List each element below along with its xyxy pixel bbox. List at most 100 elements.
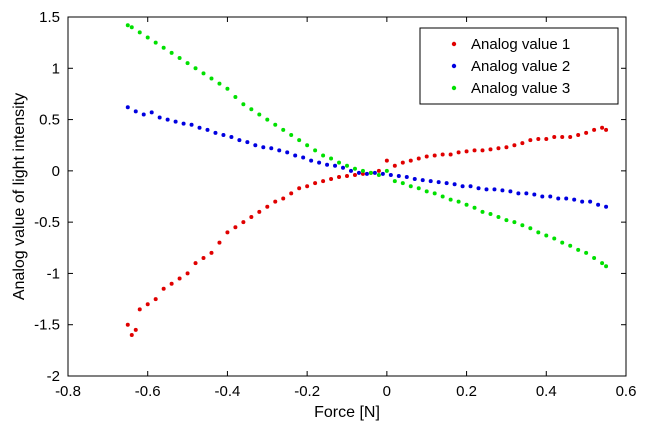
data-point bbox=[257, 112, 262, 117]
data-point bbox=[400, 181, 405, 186]
data-point bbox=[376, 172, 381, 177]
data-point bbox=[209, 250, 214, 255]
data-point bbox=[576, 247, 581, 252]
data-point bbox=[596, 202, 601, 207]
data-point bbox=[360, 171, 365, 176]
data-point bbox=[544, 233, 549, 238]
data-point bbox=[512, 143, 517, 148]
data-point bbox=[273, 122, 278, 127]
x-tick-label: -0.8 bbox=[55, 383, 81, 400]
data-point bbox=[520, 141, 525, 146]
data-point bbox=[592, 256, 597, 261]
data-point bbox=[305, 184, 310, 189]
data-point bbox=[412, 177, 417, 182]
y-tick-label: -2 bbox=[47, 368, 60, 385]
legend-marker bbox=[451, 85, 457, 91]
series-3 bbox=[125, 23, 609, 269]
data-point bbox=[265, 204, 270, 209]
data-point bbox=[337, 175, 342, 180]
data-point bbox=[193, 66, 198, 71]
x-tick-label: 0 bbox=[383, 383, 391, 400]
data-point bbox=[364, 171, 369, 176]
data-point bbox=[508, 189, 513, 194]
data-point bbox=[592, 127, 597, 132]
data-point bbox=[149, 110, 154, 115]
data-point bbox=[520, 223, 525, 228]
data-point bbox=[297, 186, 302, 191]
data-point bbox=[560, 135, 565, 140]
data-point bbox=[452, 182, 457, 187]
data-point bbox=[392, 179, 397, 184]
data-point bbox=[372, 170, 377, 175]
data-point bbox=[556, 196, 561, 201]
data-point bbox=[157, 115, 162, 120]
data-point bbox=[301, 155, 306, 160]
data-point bbox=[464, 149, 469, 154]
data-point bbox=[392, 163, 397, 168]
data-point bbox=[544, 137, 549, 142]
data-point bbox=[600, 261, 605, 266]
y-tick-label: -0.5 bbox=[34, 214, 60, 231]
data-point bbox=[376, 168, 381, 173]
data-point bbox=[436, 180, 441, 185]
data-point bbox=[480, 209, 485, 214]
legend-label: Analog value 1 bbox=[471, 36, 570, 53]
data-point bbox=[293, 153, 298, 158]
data-point bbox=[440, 194, 445, 199]
data-point bbox=[440, 152, 445, 157]
data-point bbox=[552, 236, 557, 241]
data-point bbox=[329, 156, 334, 161]
data-point bbox=[333, 163, 338, 168]
data-point bbox=[173, 119, 178, 124]
data-point bbox=[273, 199, 278, 204]
data-point bbox=[321, 153, 326, 158]
data-point bbox=[492, 187, 497, 192]
data-point bbox=[488, 211, 493, 216]
series-1 bbox=[125, 125, 609, 337]
data-point bbox=[444, 181, 449, 186]
data-point bbox=[217, 81, 222, 86]
y-axis-title: Analog value of light intensity bbox=[11, 93, 28, 300]
data-point bbox=[604, 204, 609, 209]
data-point bbox=[277, 148, 282, 153]
data-point bbox=[137, 307, 142, 312]
data-point bbox=[321, 179, 326, 184]
data-point bbox=[456, 199, 461, 204]
data-point bbox=[484, 187, 489, 192]
data-point bbox=[169, 281, 174, 286]
data-point bbox=[576, 132, 581, 137]
data-point bbox=[133, 327, 138, 332]
data-point bbox=[600, 125, 605, 130]
data-point bbox=[432, 153, 437, 158]
data-point bbox=[181, 121, 186, 126]
x-tick-label: -0.4 bbox=[214, 383, 240, 400]
data-point bbox=[269, 146, 274, 151]
data-point bbox=[153, 297, 158, 302]
data-point bbox=[217, 240, 222, 245]
data-point bbox=[572, 197, 577, 202]
y-tick-label: 1.5 bbox=[39, 9, 60, 26]
data-point bbox=[568, 135, 573, 140]
x-tick-label: 0.6 bbox=[616, 383, 637, 400]
data-point bbox=[281, 127, 286, 132]
data-point bbox=[496, 146, 501, 151]
data-point bbox=[345, 163, 349, 168]
data-point bbox=[448, 197, 453, 202]
data-point bbox=[265, 117, 270, 122]
data-point bbox=[476, 186, 481, 191]
data-point bbox=[400, 160, 405, 165]
data-point bbox=[524, 191, 529, 196]
data-point bbox=[500, 188, 505, 193]
data-point bbox=[161, 45, 166, 50]
data-point bbox=[249, 107, 254, 112]
data-point bbox=[313, 181, 318, 186]
data-point bbox=[145, 302, 150, 307]
data-point bbox=[540, 194, 545, 199]
data-point bbox=[329, 177, 334, 182]
data-point bbox=[189, 122, 194, 127]
data-point bbox=[325, 162, 330, 167]
x-tick-label: 0.2 bbox=[456, 383, 477, 400]
data-point bbox=[221, 132, 226, 137]
series-2 bbox=[125, 105, 609, 209]
